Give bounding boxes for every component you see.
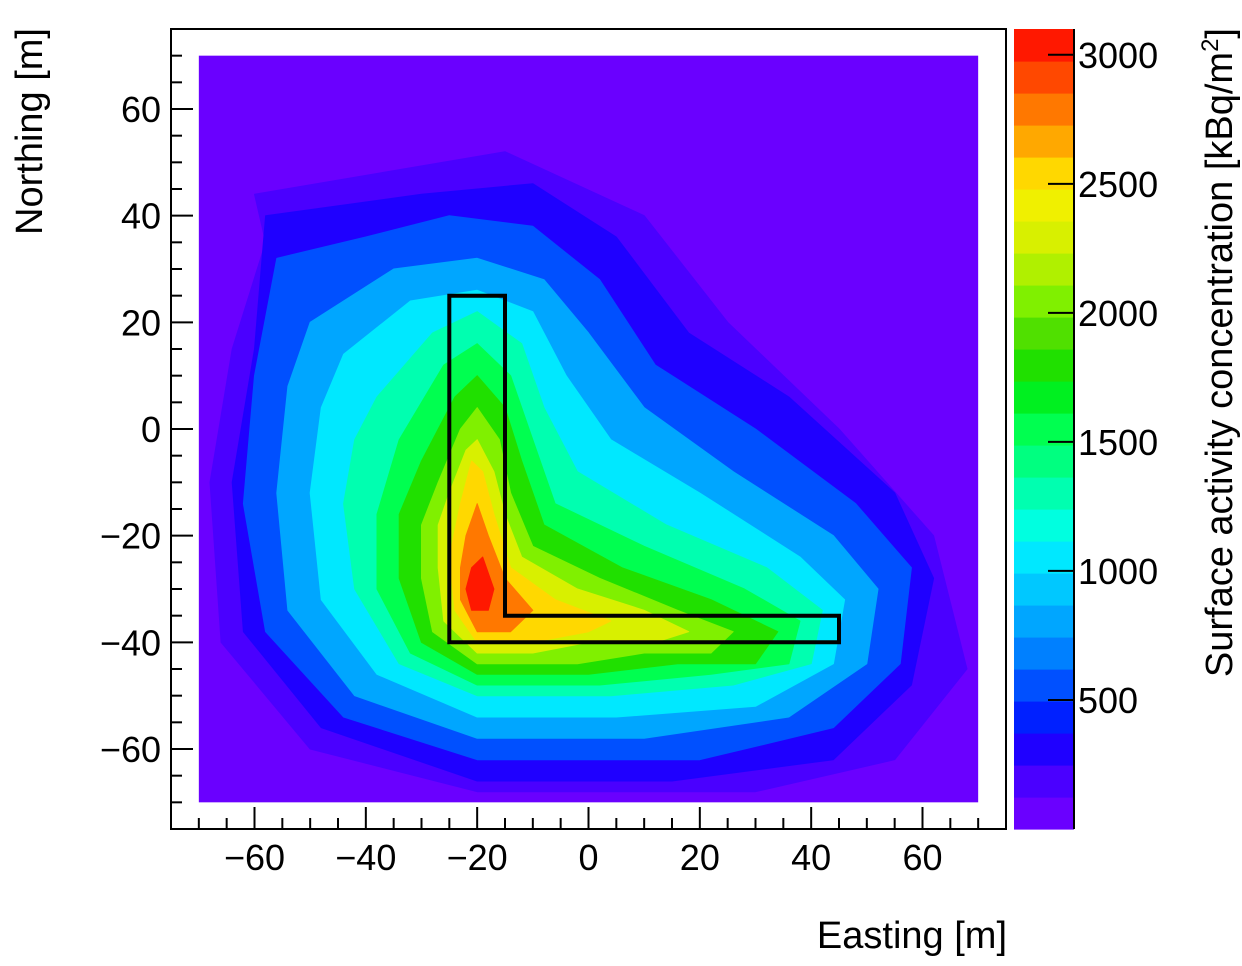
x-tick-label: −20 [447, 837, 508, 878]
colorbar-band [1014, 189, 1074, 222]
x-tick-label: 0 [578, 837, 598, 878]
colorbar-band [1014, 605, 1074, 638]
colorbar-band [1014, 541, 1074, 574]
colorbar-band [1014, 637, 1074, 670]
colorbar-band [1014, 29, 1074, 62]
x-tick-label: −60 [224, 837, 285, 878]
colorbar-band [1014, 93, 1074, 126]
colorbar-band [1014, 445, 1074, 478]
y-axis: −60 −40 −20 0 20 40 60 [100, 54, 193, 804]
x-tick-label: 20 [680, 837, 720, 878]
y-tick-label: 0 [141, 409, 161, 450]
x-tick-label: 40 [791, 837, 831, 878]
x-tick-label: −40 [335, 837, 396, 878]
colorbar-band [1014, 765, 1074, 798]
y-axis-title: Northing [m] [9, 28, 51, 235]
colorbar-band [1014, 477, 1074, 510]
y-tick-label: 60 [121, 89, 161, 130]
colorbar-band [1014, 221, 1074, 254]
colorbar-band [1014, 797, 1074, 830]
colorbar: 500 1000 1500 2000 2500 3000 [1014, 29, 1158, 830]
colorbar-title-tail: ] [1199, 28, 1241, 39]
colorbar-band [1014, 317, 1074, 350]
source-outline-layer [447, 293, 841, 645]
colorbar-band [1014, 733, 1074, 766]
colorbar-band [1014, 413, 1074, 446]
y-tick-label: 40 [121, 196, 161, 237]
plot-area [198, 55, 979, 803]
colorbar-band [1014, 669, 1074, 702]
y-tick-label: 20 [121, 302, 161, 343]
colorbar-tick-label: 1500 [1078, 422, 1158, 463]
source-area-outline [447, 293, 841, 645]
colorbar-tick-label: 3000 [1078, 35, 1158, 76]
colorbar-tick-label: 2500 [1078, 164, 1158, 205]
colorbar-band [1014, 381, 1074, 414]
colorbar-band [1014, 349, 1074, 382]
colorbar-band [1014, 573, 1074, 606]
colorbar-title-main: Surface activity concentration [kBq/m [1199, 52, 1241, 677]
colorbar-tick-label: 1000 [1078, 551, 1158, 592]
x-axis-title: Easting [m] [817, 915, 1007, 957]
colorbar-band [1014, 125, 1074, 158]
colorbar-tick-label: 2000 [1078, 293, 1158, 334]
y-tick-label: −20 [100, 516, 161, 557]
colorbar-title-superscript: 2 [1197, 39, 1224, 52]
y-tick-label: −60 [100, 729, 161, 770]
colorbar-band [1014, 701, 1074, 734]
x-tick-label: 60 [902, 837, 942, 878]
colorbar-band [1014, 253, 1074, 286]
colorbar-tick-label: 500 [1078, 680, 1138, 721]
colorbar-title: Surface activity concentration [kBq/m2] [1197, 28, 1241, 677]
colorbar-band [1014, 509, 1074, 542]
y-tick-label: −40 [100, 622, 161, 663]
contour-level-3000 [465, 556, 495, 611]
colorbar-band [1014, 61, 1074, 94]
x-axis: −60 −40 −20 0 20 40 60 [197, 807, 980, 878]
